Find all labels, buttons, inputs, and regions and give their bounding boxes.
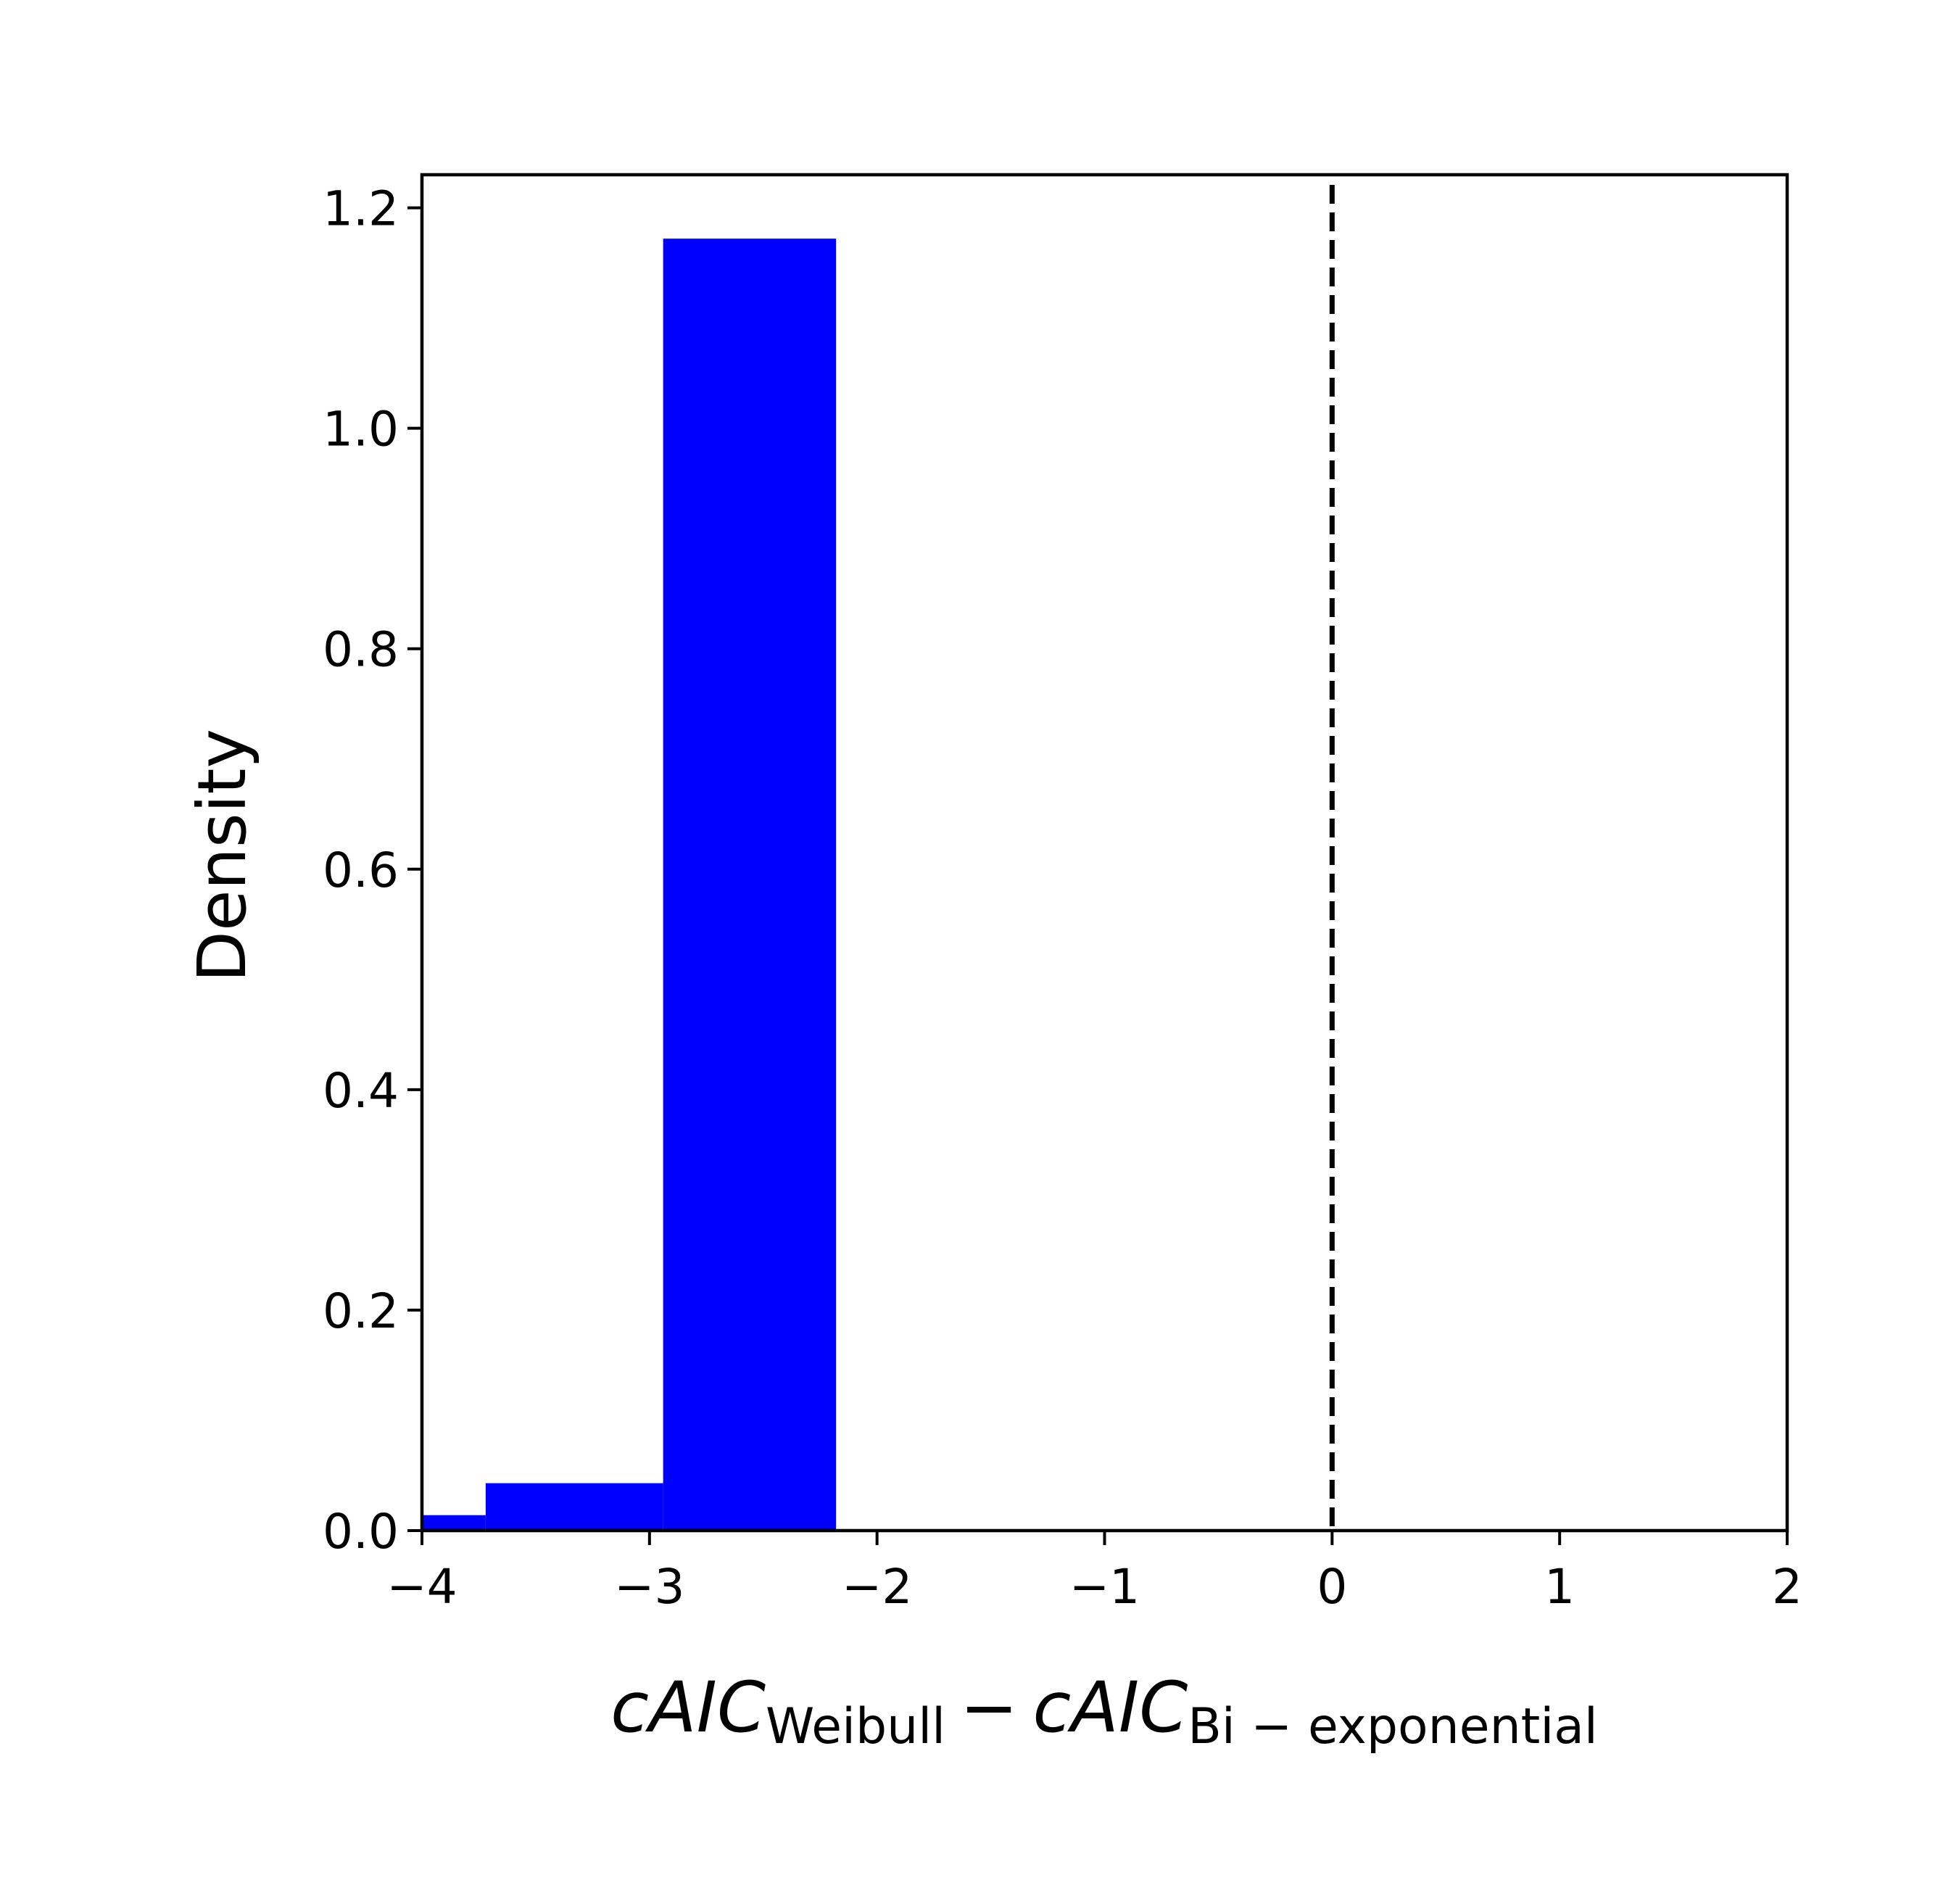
x-axis-label: cAICWeibull − cAICBi − exponential <box>610 1667 1598 1755</box>
x-label-sub2: Bi − exponential <box>1188 1698 1598 1755</box>
x-tick-label: −2 <box>842 1559 912 1615</box>
x-tick-label: −1 <box>1069 1559 1140 1615</box>
x-label-term2: cAIC <box>1032 1667 1188 1748</box>
bars-group <box>422 239 837 1531</box>
y-axis-ticks: 0.0 0.2 0.4 0.6 0.8 1.0 1.2 <box>323 181 422 1560</box>
histogram-bar-1 <box>422 1515 486 1531</box>
y-axis-label: Density <box>183 729 261 982</box>
x-label-term1: cAIC <box>610 1667 766 1748</box>
x-tick-label: 1 <box>1544 1559 1575 1615</box>
x-tick-label: 2 <box>1772 1559 1802 1615</box>
histogram-bar-2 <box>485 1483 663 1531</box>
x-tick-label: 0 <box>1317 1559 1347 1615</box>
x-label-operator: − <box>960 1667 1018 1748</box>
y-tick-label: 0.4 <box>323 1063 399 1119</box>
y-tick-label: 0.0 <box>323 1504 399 1560</box>
y-tick-label: 0.8 <box>323 622 399 678</box>
x-axis-ticks: −4 −3 −2 −1 0 1 2 <box>386 1531 1802 1615</box>
y-tick-label: 0.2 <box>323 1283 399 1339</box>
x-tick-label: −4 <box>386 1559 457 1615</box>
y-tick-label: 1.2 <box>323 181 399 237</box>
x-tick-label: −3 <box>614 1559 684 1615</box>
x-label-sub1: Weibull <box>766 1698 945 1755</box>
y-tick-label: 0.6 <box>323 843 399 898</box>
y-tick-label: 1.0 <box>323 402 399 458</box>
histogram-bar-3 <box>663 239 837 1531</box>
